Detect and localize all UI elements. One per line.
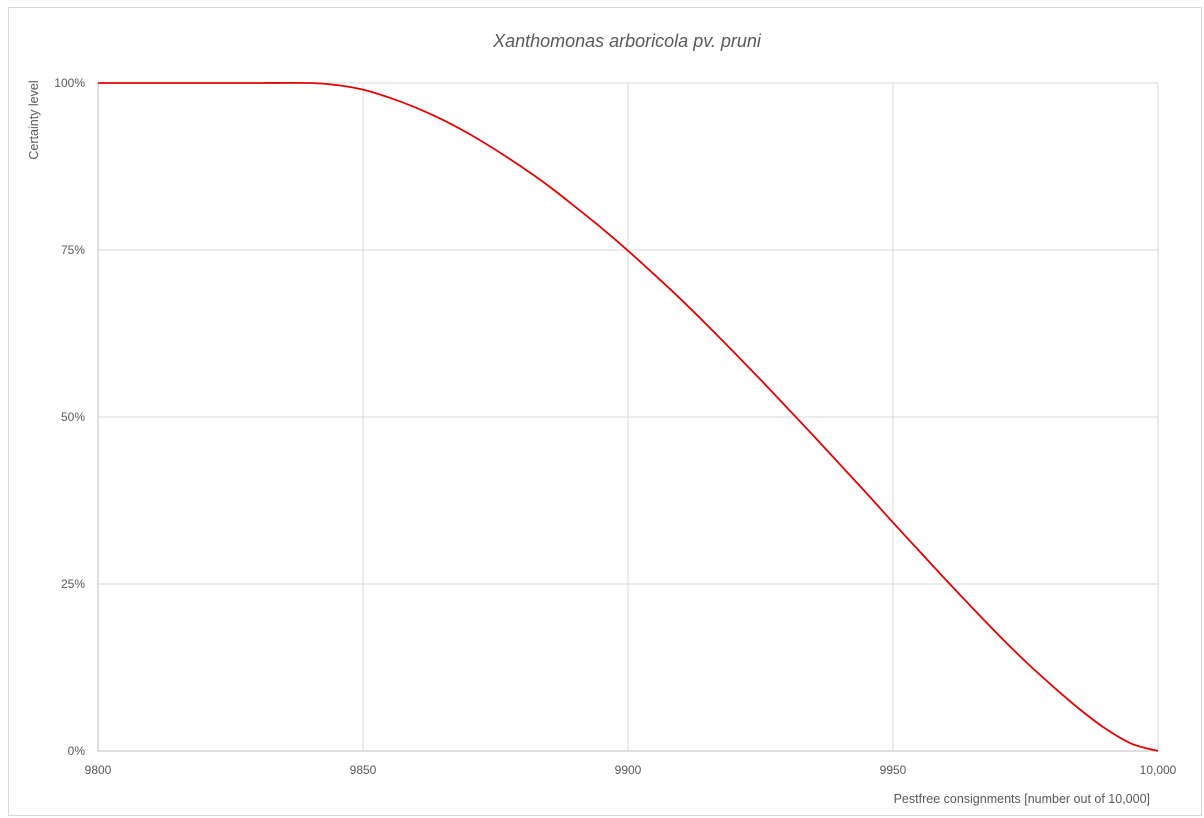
series-lines: [98, 81, 1159, 752]
tick-labels: 0% 25% 50% 75% 100% 9800 9850 9900 9950 10,000: [54, 76, 1176, 777]
y-tick-label: 25%: [61, 577, 85, 591]
x-tick-label: 9800: [85, 763, 112, 777]
axes: [97, 83, 1158, 752]
y-tick-label: 0%: [68, 744, 86, 758]
x-axis-title: Pestfree consignments [number out of 10,…: [893, 792, 1150, 806]
gridlines: [98, 82, 1159, 751]
chart-frame: [8, 7, 1202, 816]
y-tick-label: 100%: [54, 76, 85, 90]
series-line: [98, 81, 1159, 752]
y-tick-label: 50%: [61, 410, 85, 424]
y-tick-label: 75%: [61, 243, 85, 257]
x-tick-label: 9900: [615, 763, 642, 777]
chart-title: Xanthomonas arboricola pv. pruni: [493, 31, 761, 51]
x-tick-label: 9850: [350, 763, 377, 777]
x-tick-label: 10,000: [1140, 763, 1177, 777]
x-tick-label: 9950: [880, 763, 907, 777]
